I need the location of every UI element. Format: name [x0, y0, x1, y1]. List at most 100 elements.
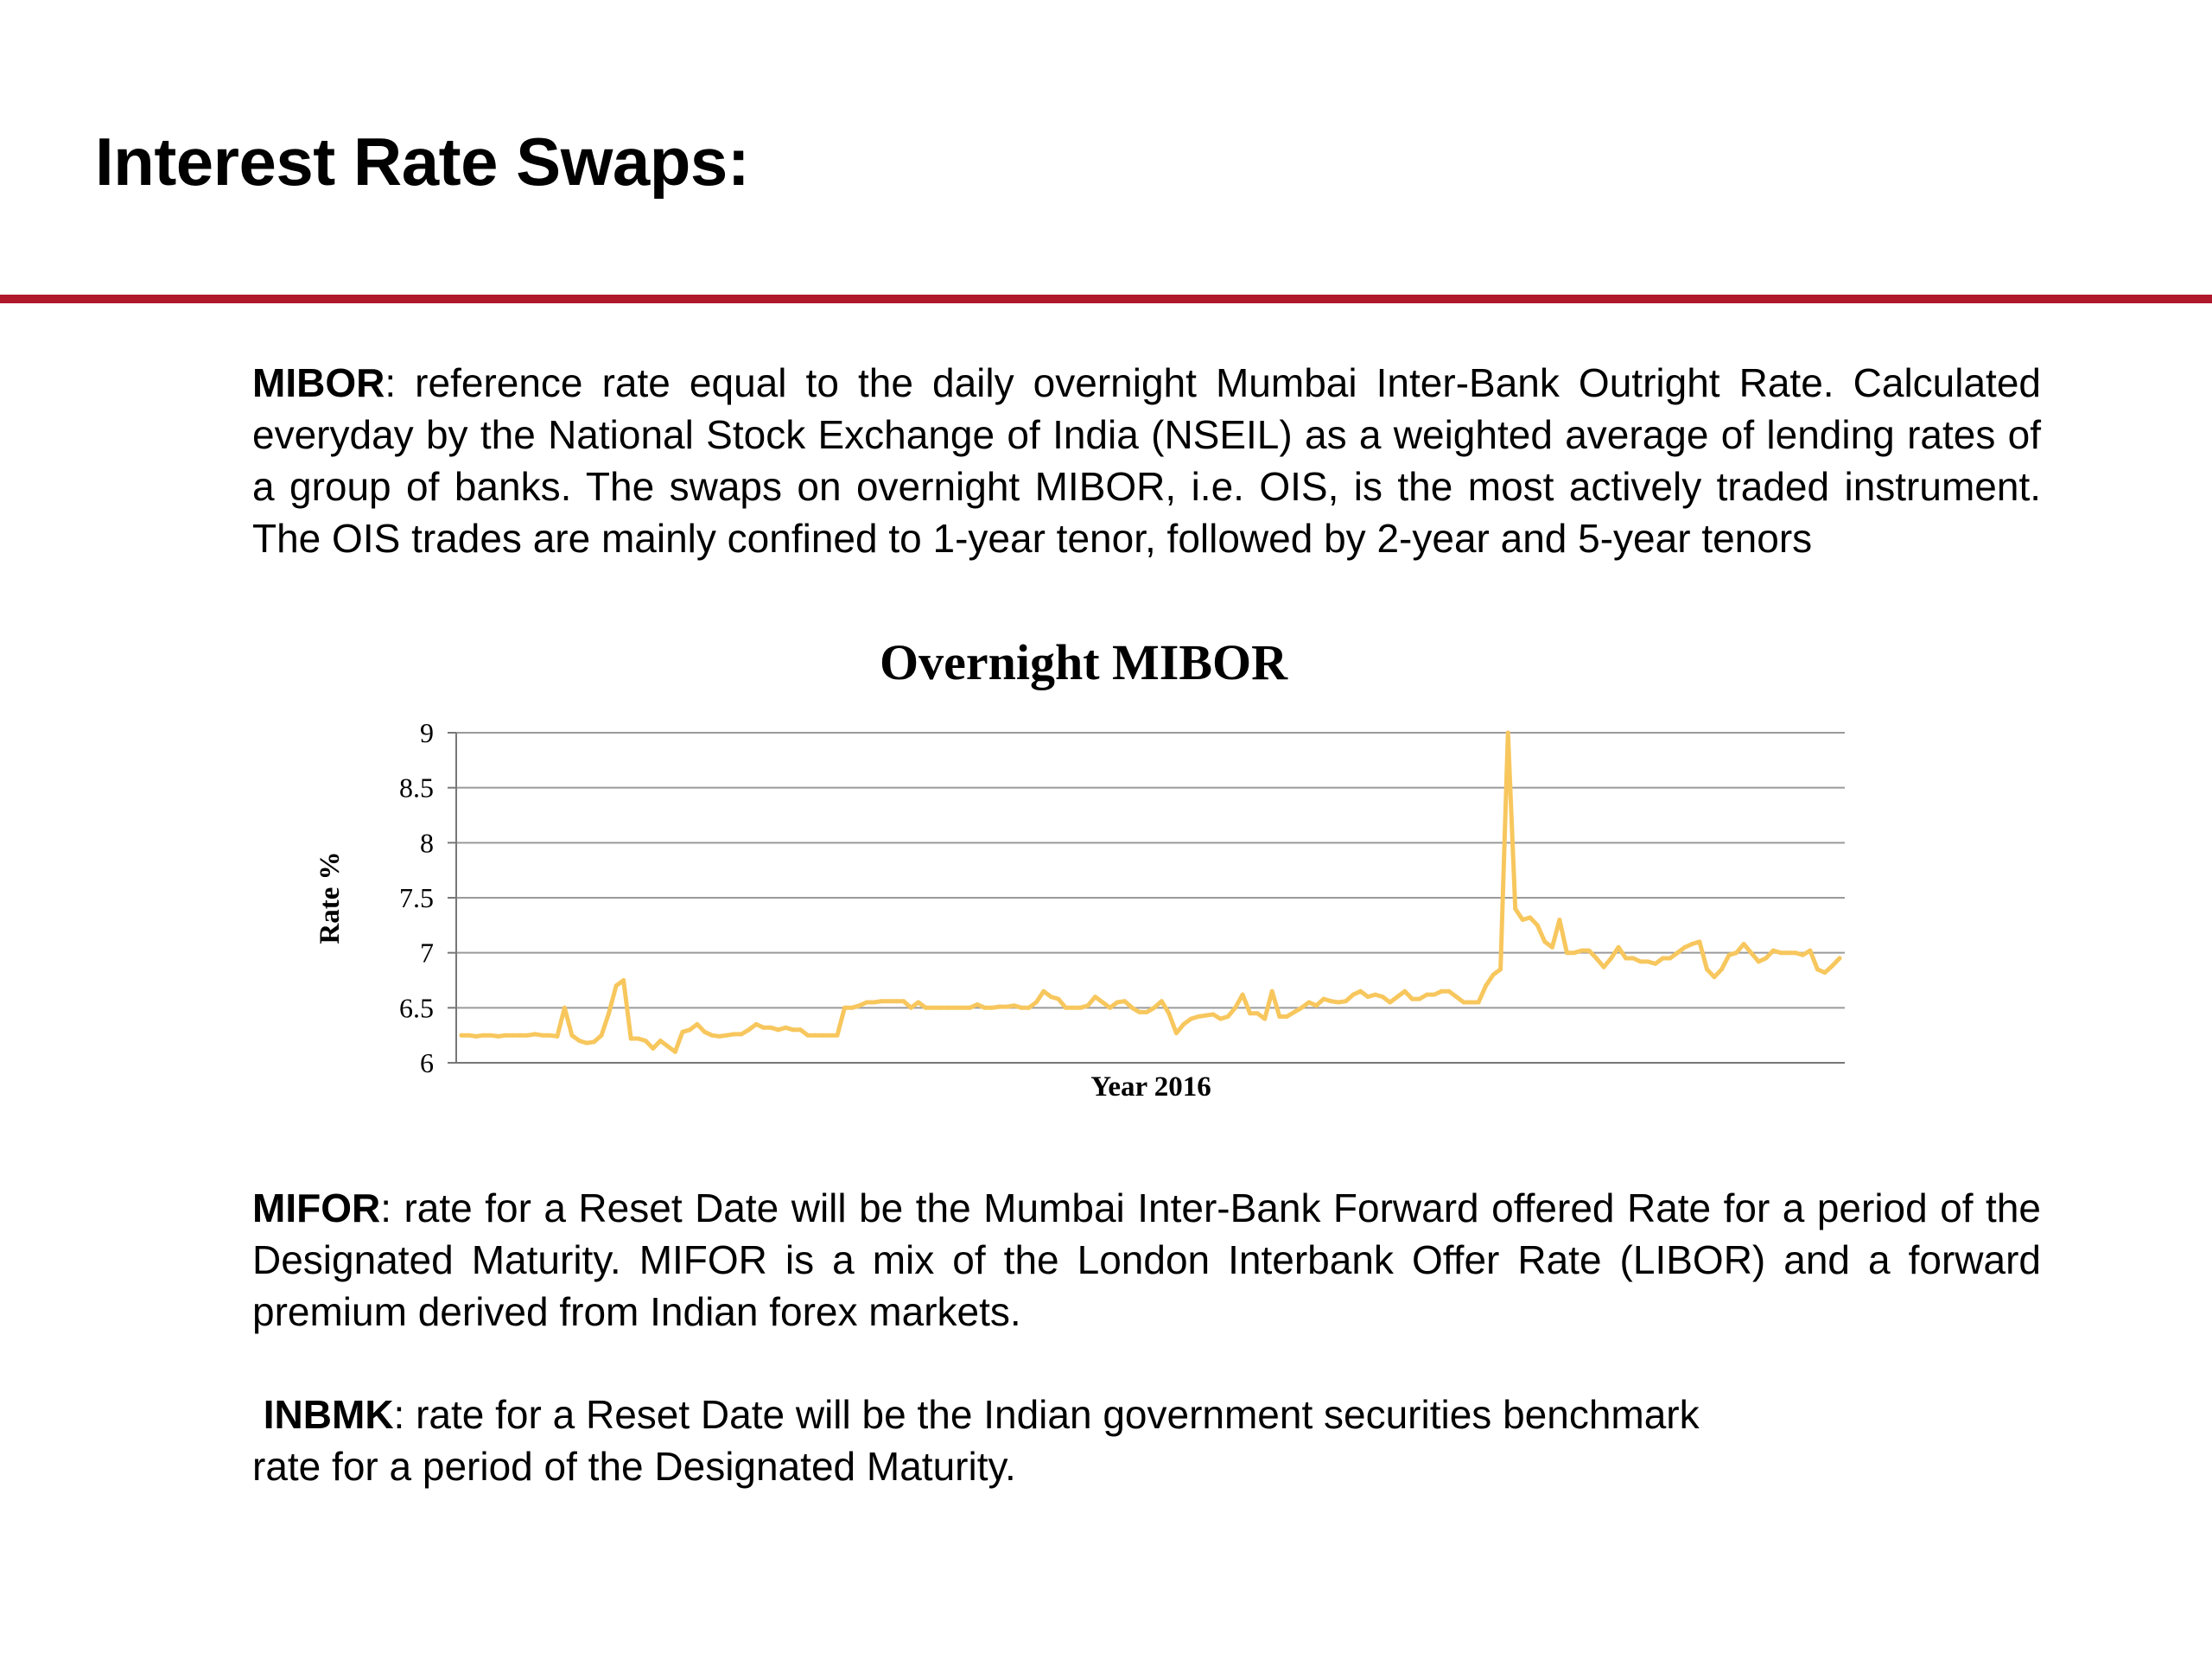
chart-data-point: [1358, 988, 1363, 994]
chart-data-point: [1313, 1003, 1319, 1008]
chart-data-point: [798, 1027, 803, 1033]
chart-data-point: [1388, 1000, 1393, 1005]
chart-data-point: [1793, 950, 1798, 956]
chart-data-point: [1100, 1000, 1105, 1005]
mifor-term: MIFOR: [252, 1185, 381, 1230]
chart-data-point: [1262, 1016, 1268, 1021]
chart-data-point: [496, 1033, 501, 1039]
chart-data-point: [1557, 918, 1562, 922]
chart-data-point: [1705, 967, 1709, 972]
chart-y-tick-label: 7.5: [399, 882, 434, 913]
chart-data-point: [1594, 956, 1599, 961]
chart-data-point: [628, 1036, 633, 1041]
chart-data-point: [599, 1033, 604, 1038]
chart-data-point: [872, 1000, 877, 1005]
chart-data-point: [842, 1005, 847, 1010]
chart-data-point: [1144, 1009, 1149, 1014]
chart-data-point: [709, 1033, 715, 1038]
chart-data-point: [511, 1033, 516, 1038]
chart-series-line-mibor: [459, 730, 1842, 1054]
chart-data-point: [945, 1005, 950, 1010]
chart-data-point: [953, 1005, 957, 1010]
chart-data-point: [938, 1005, 943, 1010]
chart-data-point: [1351, 992, 1356, 997]
chart-data-point: [1240, 992, 1245, 997]
chart-data-point: [1336, 1000, 1341, 1005]
chart-data-point: [1785, 950, 1790, 956]
chart-data-point: [1004, 1004, 1009, 1009]
chart-data-point: [1815, 967, 1820, 972]
inbmk-description-line1: : rate for a Reset Date will be the Indi…: [393, 1392, 1700, 1437]
chart-data-point: [488, 1033, 493, 1038]
mibor-description: : reference rate equal to the daily over…: [252, 360, 2041, 561]
chart-x-axis-label: Year 2016: [1090, 1071, 1211, 1103]
chart-data-point: [1211, 1012, 1216, 1017]
chart-data-point: [835, 1033, 840, 1038]
chart-data-point: [887, 999, 892, 1004]
chart-data-point: [828, 1033, 832, 1038]
chart-data-point: [1056, 996, 1061, 1001]
chart-data-point: [1173, 1031, 1179, 1036]
chart-data-point: [1719, 967, 1724, 972]
chart-data-point: [1284, 1014, 1289, 1019]
chart-data-point: [459, 1033, 464, 1038]
title-divider: [0, 295, 2212, 303]
chart-data-point: [849, 1005, 855, 1010]
chart-data-point: [569, 1033, 575, 1038]
chart-data-point: [1668, 956, 1673, 961]
chart-y-tick-label: 8.5: [399, 772, 434, 804]
chart-data-point: [702, 1029, 707, 1034]
chart-data-point: [879, 999, 884, 1004]
slide-title: Interest Rate Swaps:: [95, 124, 750, 200]
chart-data-point: [1712, 975, 1717, 980]
inbmk-description-line2: rate for a period of the Designated Matu…: [252, 1444, 1016, 1489]
chart-data-point: [1048, 995, 1053, 1000]
chart-data-point: [1601, 964, 1606, 969]
chart-data-point: [1306, 1000, 1312, 1005]
chart-data-point: [584, 1040, 589, 1046]
chart-data-point: [717, 1033, 721, 1039]
chart-data-point: [1491, 972, 1496, 977]
chart-data-point: [562, 1005, 567, 1010]
chart-data-point: [761, 1025, 766, 1030]
overnight-mibor-chart: Overnight MIBOR 6 6.5 7 7.5 8 8.5 9 Year 2016 …: [294, 622, 1866, 1123]
chart-data-point: [1027, 1005, 1032, 1010]
chart-data-point: [901, 999, 906, 1004]
chart-data-point: [1321, 996, 1326, 1001]
chart-data-point: [1122, 999, 1128, 1004]
chart-data-point: [481, 1033, 486, 1038]
chart-data-point: [805, 1033, 810, 1038]
chart-data-point: [1535, 923, 1540, 928]
chart-y-tick-labels: 6 6.5 7 7.5 8 8.5 9: [399, 717, 434, 1078]
chart-data-point: [607, 1011, 612, 1016]
chart-data-point: [1513, 906, 1518, 912]
chart-data-point: [1071, 1005, 1076, 1010]
chart-data-point: [1277, 1014, 1282, 1019]
chart-data-point: [1837, 956, 1842, 961]
chart-data-point: [968, 1005, 972, 1010]
chart-data-point: [1329, 999, 1333, 1004]
chart-data-point: [893, 999, 899, 1004]
chart-data-point: [1299, 1005, 1304, 1010]
chart-data-point: [1520, 918, 1525, 922]
chart-data-point: [474, 1033, 479, 1039]
chart-data-point: [1808, 948, 1813, 953]
chart-data-point: [1395, 995, 1400, 1000]
chart-data-point: [1645, 959, 1650, 964]
chart-data-point: [739, 1032, 744, 1037]
chart-gridlines: [448, 732, 1845, 1064]
chart-data-point: [1129, 1005, 1135, 1010]
chart-data-points: [459, 730, 1842, 1054]
chart-data-point: [1697, 939, 1702, 944]
chart-data-point: [1616, 944, 1621, 950]
chart-data-point: [997, 1004, 1002, 1009]
chart-data-point: [724, 1033, 729, 1038]
mibor-term: MIBOR: [252, 360, 385, 405]
mibor-paragraph: MIBOR: reference rate equal to the daily…: [252, 357, 2041, 564]
chart-data-point: [1085, 1003, 1090, 1008]
chart-data-point: [1218, 1016, 1223, 1021]
chart-data-point: [1181, 1021, 1186, 1027]
chart-data-point: [1033, 1000, 1039, 1005]
mifor-paragraph: MIFOR: rate for a Reset Date will be the…: [252, 1182, 2041, 1338]
chart-data-point: [1432, 992, 1437, 997]
